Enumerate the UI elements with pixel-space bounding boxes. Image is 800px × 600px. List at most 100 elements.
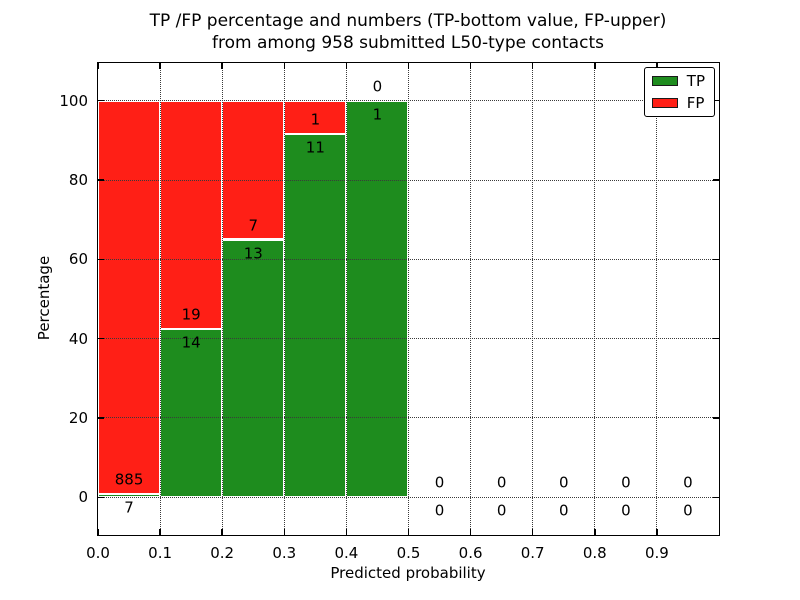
x-axis-label: Predicted probability	[330, 564, 486, 582]
bar-segment-fp	[284, 100, 347, 134]
x-tick-mark	[469, 529, 472, 535]
y-tick-mark	[98, 337, 104, 340]
y-tick-label: 0	[78, 488, 88, 507]
x-tick-mark	[656, 529, 658, 535]
legend: TP FP	[643, 67, 715, 117]
x-tick-mark	[345, 63, 348, 69]
tp-count-label: 0	[558, 501, 569, 520]
x-tick-mark	[283, 63, 286, 69]
x-tick-label: 0.4	[334, 544, 359, 562]
y-tick-mark	[713, 337, 719, 340]
y-tick-mark	[713, 417, 719, 419]
tp-count-label: 0	[434, 501, 445, 520]
x-tick-mark	[97, 63, 99, 69]
y-tick-label: 20	[68, 408, 88, 427]
y-tick-mark	[713, 258, 719, 261]
tick-labels-layer: 0.0 0.1 0.2 0.3 0.4 0.5 0.6 0.7 0.8 0.9 0 20 40 60 80 1…	[59, 63, 719, 562]
x-tick-mark	[469, 63, 472, 69]
x-tick-mark	[159, 63, 161, 69]
tp-count-label: 7	[124, 498, 134, 517]
legend-item-fp: FP	[651, 94, 705, 112]
x-tick-mark	[656, 63, 658, 69]
horizontal-gridline	[98, 100, 719, 102]
vertical-gridline	[345, 63, 347, 535]
tp-count-label: 0	[621, 501, 631, 520]
fp-count-label: 19	[181, 305, 201, 324]
annotations-layer: 885 7 19 14 7 13 1 11 0 1 0 0 0 0 0 0 0 0 0 0	[98, 63, 719, 535]
fp-red-swatch-icon	[651, 98, 678, 108]
vertical-gridline	[221, 63, 223, 535]
horizontal-gridline	[98, 417, 719, 419]
tp-count-label: 0	[683, 501, 693, 520]
x-tick-mark	[97, 529, 99, 535]
y-tick-mark	[713, 179, 719, 181]
x-tick-label: 0.1	[148, 544, 173, 562]
x-tick-label: 0.7	[520, 544, 545, 562]
tp-count-label: 14	[181, 333, 201, 352]
fp-count-label: 0	[496, 473, 507, 492]
vertical-gridline	[159, 63, 161, 535]
x-tick-mark	[531, 529, 534, 535]
x-tick-mark	[159, 529, 161, 535]
y-tick-label: 80	[68, 171, 88, 189]
x-tick-label: 0.5	[396, 544, 421, 562]
vertical-gridline	[594, 63, 596, 535]
tick-marks-layer	[97, 63, 719, 535]
bar-segment-tp	[160, 329, 223, 498]
fp-count-label: 0	[621, 473, 631, 492]
x-tick-label: 0.6	[458, 544, 483, 562]
fp-count-label: 0	[683, 473, 693, 492]
y-tick-mark	[713, 99, 719, 102]
vertical-gridline	[532, 63, 534, 535]
tp-count-label: 13	[243, 244, 263, 262]
chart-title-line1: TP /FP percentage and numbers (TP-bottom…	[149, 11, 667, 31]
y-tick-label: 60	[68, 250, 88, 269]
y-tick-mark	[98, 496, 104, 499]
x-tick-mark	[221, 63, 223, 69]
bar-segment-fp	[222, 100, 285, 240]
fp-count-label: 0	[434, 473, 445, 492]
bar-segment-fp	[160, 100, 223, 330]
y-tick-mark	[98, 417, 104, 419]
y-tick-mark	[98, 179, 104, 181]
vertical-gridline	[656, 63, 658, 535]
x-tick-mark	[345, 529, 348, 535]
x-tick-label: 0.0	[86, 544, 110, 562]
y-tick-label: 40	[68, 329, 88, 348]
fp-count-label: 885	[114, 470, 144, 489]
vertical-gridline	[283, 63, 285, 535]
bar-segment-tp	[98, 494, 161, 498]
y-tick-mark	[713, 496, 719, 499]
bar-segment-tp	[346, 100, 409, 498]
fp-count-label: 0	[558, 473, 569, 492]
fp-count-label: 0	[372, 77, 383, 96]
x-tick-mark	[407, 63, 410, 69]
bar-segment-tp	[284, 133, 347, 498]
x-tick-label: 0.3	[272, 544, 297, 562]
chart-title-line2: from among 958 submitted L50-type contac…	[212, 33, 604, 53]
tp-green-swatch-icon	[651, 76, 678, 86]
x-tick-label: 0.8	[582, 544, 607, 562]
horizontal-gridline	[98, 258, 719, 260]
tp-count-label: 11	[305, 138, 325, 157]
bar-segment-fp	[98, 100, 161, 495]
chart-title: TP /FP percentage and numbers (TP-bottom…	[97, 10, 719, 54]
legend-item-tp: TP	[651, 73, 705, 89]
horizontal-gridline	[98, 179, 719, 181]
bars-layer	[98, 63, 719, 535]
x-tick-label: 0.2	[210, 544, 235, 562]
vertical-gridline	[408, 63, 409, 535]
x-tick-mark	[407, 529, 410, 535]
x-tick-mark	[221, 529, 223, 535]
x-tick-label: 0.9	[644, 544, 669, 562]
horizontal-gridline	[98, 496, 719, 498]
x-tick-mark	[283, 529, 286, 535]
vertical-gridline	[470, 63, 472, 535]
tp-count-label: 1	[372, 105, 383, 124]
plot-area: 885 7 19 14 7 13 1 11 0 1 0 0 0 0 0 0 0 0 0 0 0.0 0.1 0.2 0.3 0…	[59, 62, 720, 562]
legend-label-fp: FP	[686, 94, 705, 112]
horizontal-gridline	[98, 338, 719, 340]
tp-count-label: 0	[496, 501, 507, 520]
y-tick-label: 100	[59, 91, 88, 110]
